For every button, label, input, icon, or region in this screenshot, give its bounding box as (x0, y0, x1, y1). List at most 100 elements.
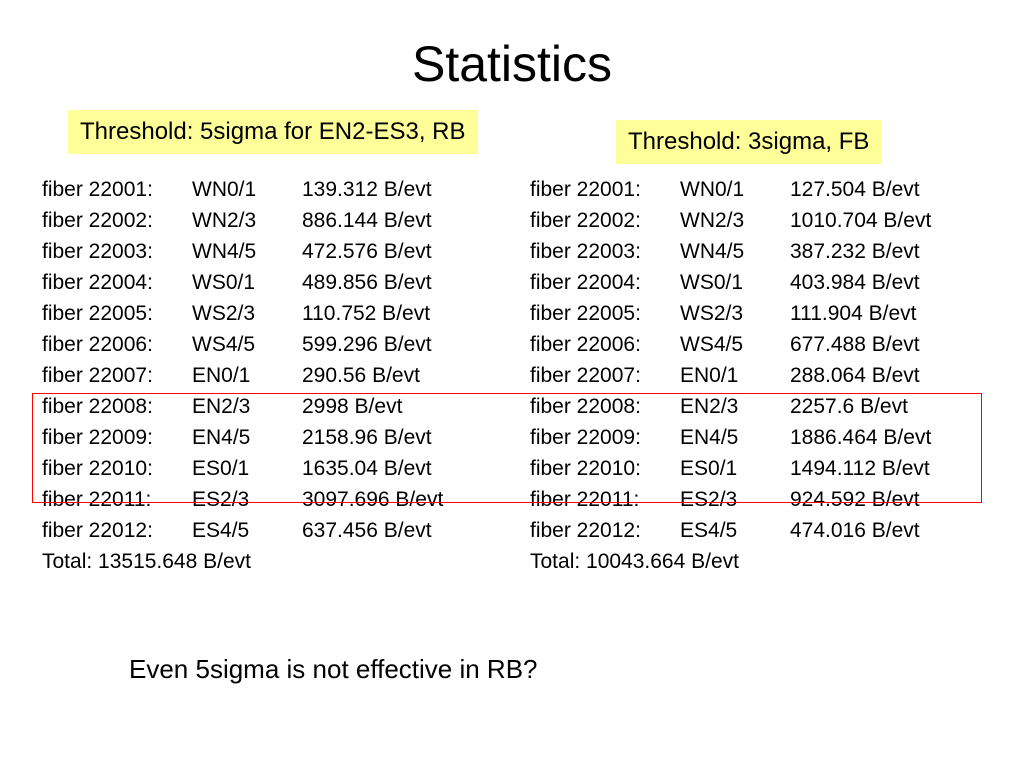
fiber-rate: 2257.6 B/evt (790, 395, 908, 418)
fiber-id: fiber 22005: (530, 302, 641, 325)
fiber-channel: ES0/1 (192, 457, 250, 480)
fiber-rate: 677.488 B/evt (790, 333, 920, 356)
fiber-channel: EN4/5 (680, 426, 739, 449)
fiber-id: fiber 22011: (42, 488, 152, 511)
fiber-row: fiber 22002: WN2/3 1010.704 B/evt (530, 205, 931, 236)
fiber-row: fiber 22012: ES4/5 474.016 B/evt (530, 515, 931, 546)
fiber-id: fiber 22008: (42, 395, 153, 418)
total-right: Total: 10043.664 B/evt (530, 550, 739, 573)
fiber-id: fiber 22006: (530, 333, 641, 356)
fiber-rate: 1635.04 B/evt (302, 457, 432, 480)
fiber-row: fiber 22001: WN0/1 127.504 B/evt (530, 174, 931, 205)
fiber-rate: 288.064 B/evt (790, 364, 920, 387)
fiber-id: fiber 22006: (42, 333, 153, 356)
threshold-label-left: Threshold: 5sigma for EN2-ES3, RB (68, 110, 478, 154)
fiber-id: fiber 22002: (42, 209, 153, 232)
fiber-id: fiber 22005: (42, 302, 153, 325)
fiber-channel: EN2/3 (192, 395, 251, 418)
fiber-channel: WN0/1 (192, 178, 257, 201)
fiber-row: fiber 22005: WS2/3 111.904 B/evt (530, 298, 931, 329)
fiber-channel: ES4/5 (192, 519, 250, 542)
fiber-rate: 139.312 B/evt (302, 178, 432, 201)
fiber-row: fiber 22009: EN4/5 2158.96 B/evt (42, 422, 443, 453)
fiber-rate: 127.504 B/evt (790, 178, 920, 201)
fiber-rate: 886.144 B/evt (302, 209, 432, 232)
fiber-row: fiber 22009: EN4/5 1886.464 B/evt (530, 422, 931, 453)
fiber-id: fiber 22009: (42, 426, 153, 449)
fiber-channel: WS0/1 (192, 271, 256, 294)
fiber-rate: 924.592 B/evt (790, 488, 920, 511)
fiber-row: fiber 22006: WS4/5 677.488 B/evt (530, 329, 931, 360)
fiber-channel: WN4/5 (680, 240, 745, 263)
fiber-channel: ES4/5 (680, 519, 738, 542)
fiber-id: fiber 22004: (42, 271, 153, 294)
fiber-channel: WN2/3 (192, 209, 257, 232)
fiber-id: fiber 22001: (530, 178, 641, 201)
fiber-id: fiber 22003: (42, 240, 153, 263)
fiber-channel: WS4/5 (680, 333, 744, 356)
stats-column-right: fiber 22001: WN0/1 127.504 B/evt fiber 2200… (530, 174, 931, 577)
fiber-row: fiber 22003: WN4/5 387.232 B/evt (530, 236, 931, 267)
fiber-channel: EN2/3 (680, 395, 739, 418)
fiber-id: fiber 22004: (530, 271, 641, 294)
fiber-rate: 472.576 B/evt (302, 240, 432, 263)
fiber-row: fiber 22002: WN2/3 886.144 B/evt (42, 205, 443, 236)
fiber-row: fiber 22008: EN2/3 2998 B/evt (42, 391, 443, 422)
fiber-channel: ES2/3 (192, 488, 250, 511)
fiber-row: fiber 22007: EN0/1 288.064 B/evt (530, 360, 931, 391)
fiber-id: fiber 22002: (530, 209, 641, 232)
fiber-rate: 1494.112 B/evt (790, 457, 930, 480)
fiber-channel: WS2/3 (192, 302, 256, 325)
fiber-rate: 290.56 B/evt (302, 364, 420, 387)
fiber-row: fiber 22001: WN0/1 139.312 B/evt (42, 174, 443, 205)
fiber-id: fiber 22003: (530, 240, 641, 263)
total-left: Total: 13515.648 B/evt (42, 550, 251, 573)
slide-title: Statistics (411, 36, 613, 92)
fiber-channel: WS0/1 (680, 271, 744, 294)
fiber-rate: 1010.704 B/evt (790, 209, 932, 232)
fiber-rate: 111.904 B/evt (790, 302, 917, 325)
fiber-rate: 3097.696 B/evt (302, 488, 444, 511)
fiber-rate: 489.856 B/evt (302, 271, 432, 294)
fiber-id: fiber 22007: (42, 364, 153, 387)
fiber-channel: WN0/1 (680, 178, 745, 201)
fiber-channel: WN2/3 (680, 209, 745, 232)
fiber-row: fiber 22004: WS0/1 489.856 B/evt (42, 267, 443, 298)
fiber-rate: 599.296 B/evt (302, 333, 432, 356)
fiber-rate: 2998 B/evt (302, 395, 403, 418)
fiber-channel: WS2/3 (680, 302, 744, 325)
fiber-channel: WN4/5 (192, 240, 257, 263)
fiber-row: fiber 22006: WS4/5 599.296 B/evt (42, 329, 443, 360)
fiber-row: fiber 22003: WN4/5 472.576 B/evt (42, 236, 443, 267)
fiber-id: fiber 22009: (530, 426, 641, 449)
fiber-channel: EN0/1 (192, 364, 251, 387)
fiber-id: fiber 22012: (42, 519, 153, 542)
fiber-channel: EN0/1 (680, 364, 739, 387)
stats-column-left: fiber 22001: WN0/1 139.312 B/evt fiber 2200… (42, 174, 443, 577)
threshold-label-right: Threshold: 3sigma, FB (616, 120, 882, 164)
fiber-row: fiber 22010: ES0/1 1635.04 B/evt (42, 453, 443, 484)
fiber-rate: 110.752 B/evt (302, 302, 431, 325)
highlight-box (32, 393, 982, 503)
fiber-row: fiber 22005: WS2/3 110.752 B/evt (42, 298, 443, 329)
fiber-row: fiber 22012: ES4/5 637.456 B/evt (42, 515, 443, 546)
fiber-rate: 2158.96 B/evt (302, 426, 432, 449)
fiber-rate: 474.016 B/evt (790, 519, 920, 542)
fiber-rate: 387.232 B/evt (790, 240, 920, 263)
fiber-rate: 637.456 B/evt (302, 519, 432, 542)
fiber-channel: ES2/3 (680, 488, 738, 511)
fiber-row: fiber 22011: ES2/3 3097.696 B/evt (42, 484, 443, 515)
fiber-row: fiber 22004: WS0/1 403.984 B/evt (530, 267, 931, 298)
fiber-rate: 403.984 B/evt (790, 271, 920, 294)
fiber-row: fiber 22008: EN2/3 2257.6 B/evt (530, 391, 931, 422)
fiber-id: fiber 22007: (530, 364, 641, 387)
fiber-id: fiber 22008: (530, 395, 641, 418)
fiber-id: fiber 22011: (530, 488, 640, 511)
fiber-rate: 1886.464 B/evt (790, 426, 932, 449)
question-text: Even 5sigma is not effective in RB? (129, 654, 538, 684)
fiber-channel: EN4/5 (192, 426, 251, 449)
fiber-id: fiber 22001: (42, 178, 153, 201)
fiber-row: fiber 22007: EN0/1 290.56 B/evt (42, 360, 443, 391)
fiber-channel: WS4/5 (192, 333, 256, 356)
fiber-row: fiber 22011: ES2/3 924.592 B/evt (530, 484, 931, 515)
